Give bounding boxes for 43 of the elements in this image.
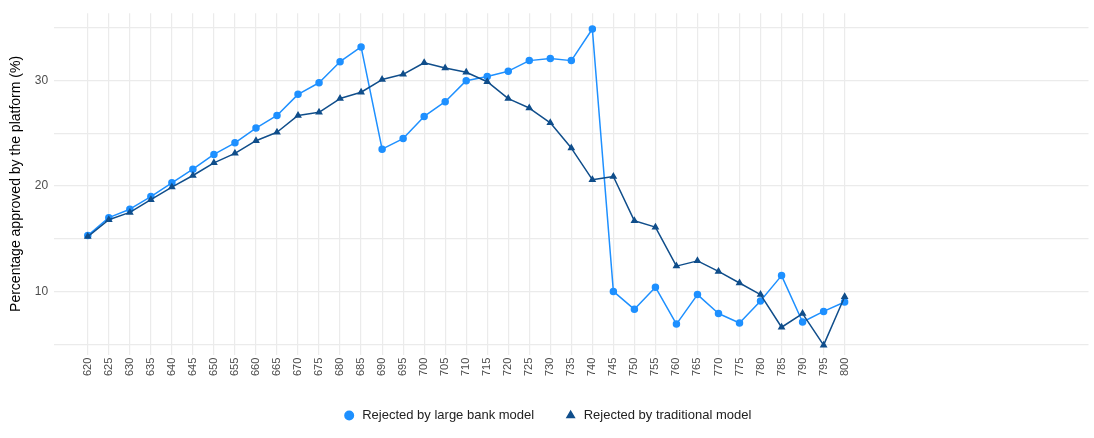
x-tick-label: 755	[648, 357, 661, 377]
x-tick-label: 665	[270, 357, 283, 377]
x-tick-label: 625	[101, 357, 114, 377]
x-tick-label: 795	[816, 357, 829, 377]
x-tick-label: 725	[522, 357, 535, 377]
x-tick-label: 670	[291, 357, 304, 377]
x-tick-label: 655	[227, 357, 240, 377]
x-tick-label: 745	[606, 357, 619, 377]
x-tick-label: 790	[795, 357, 808, 377]
x-tick-label: 775	[732, 357, 745, 377]
x-tick-label: 750	[627, 357, 640, 377]
x-tick-label: 735	[564, 357, 577, 377]
x-tick-label: 630	[122, 357, 135, 377]
x-tick-label: 800	[837, 357, 850, 377]
x-tick-label: 620	[80, 357, 93, 377]
x-tick-label: 715	[480, 357, 493, 377]
x-tick-label: 705	[438, 357, 451, 377]
legend-label: Rejected by large bank model	[362, 407, 535, 423]
legend-label: Rejected by traditional model	[583, 407, 752, 423]
y-tick-label: 30	[34, 72, 49, 87]
x-tick-label: 700	[417, 357, 430, 377]
x-tick-label: 680	[333, 357, 346, 377]
x-tick-label: 640	[164, 357, 177, 377]
x-tick-label: 635	[143, 357, 156, 377]
x-tick-label: 730	[543, 357, 556, 377]
x-tick-label: 740	[585, 357, 598, 377]
x-tick-label: 685	[354, 357, 367, 377]
x-tick-label: 710	[459, 357, 472, 377]
x-tick-label: 785	[774, 357, 787, 377]
x-tick-label: 695	[396, 357, 409, 377]
x-tick-label: 770	[711, 357, 724, 377]
x-tick-label: 765	[690, 357, 703, 377]
x-tick-label: 780	[753, 357, 766, 377]
x-tick-label: 660	[249, 357, 261, 377]
x-tick-label: 720	[501, 357, 514, 377]
x-tick-label: 675	[312, 357, 325, 377]
x-tick-label: 760	[669, 357, 682, 377]
y-tick-label: 20	[34, 178, 49, 193]
y-axis-title: Percentage approved by the platform (%)	[7, 55, 24, 312]
x-tick-label: 645	[185, 357, 198, 377]
x-tick-label: 690	[375, 357, 388, 377]
x-tick-label: 650	[206, 357, 219, 377]
y-tick-label: 10	[34, 283, 49, 298]
